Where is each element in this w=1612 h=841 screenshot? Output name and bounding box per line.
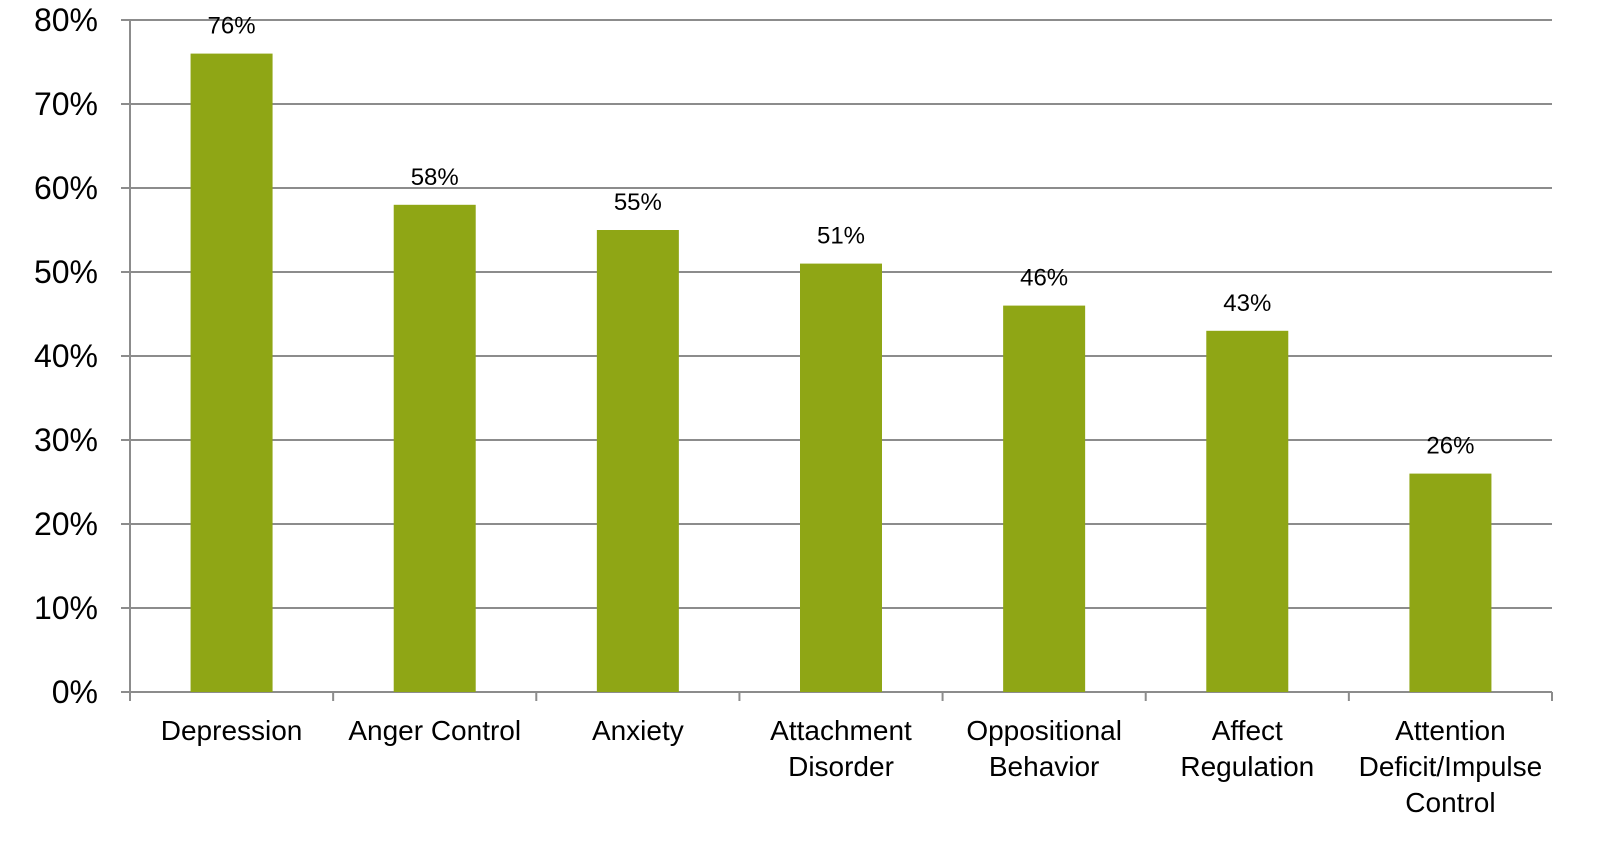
x-tick-label: Oppositional Behavior (966, 715, 1122, 782)
data-label: 58% (411, 164, 459, 191)
x-axis: Depression Anger Control Anxiety Attachment… (129, 691, 1553, 818)
bar (1003, 305, 1086, 692)
y-tick-label: 30% (34, 422, 98, 458)
x-tick-label: Depression (161, 715, 303, 746)
y-tick-label: 0% (52, 674, 98, 710)
x-tick-label: Anxiety (592, 715, 684, 746)
y-tick-label: 70% (34, 86, 98, 122)
y-tick-label: 50% (34, 254, 98, 290)
x-tick-label: Affect Regulation (1180, 715, 1314, 782)
data-label: 46% (1020, 265, 1068, 292)
data-label: 55% (614, 189, 662, 216)
y-axis: 0% 10% 20% 30% 40% 50% 60% 70% 80% (34, 2, 131, 710)
x-tick-label: Attention Deficit/Impulse Control (1359, 715, 1543, 818)
bar (596, 230, 679, 692)
y-tick-label: 20% (34, 506, 98, 542)
bar (190, 53, 273, 693)
x-tick-label: Anger Control (348, 715, 521, 746)
y-tick-label: 80% (34, 2, 98, 38)
x-tick-label: Attachment Disorder (770, 715, 912, 782)
bar (800, 263, 882, 692)
data-label: 51% (817, 223, 865, 250)
data-label: 43% (1223, 290, 1271, 317)
bar (1409, 473, 1492, 692)
y-tick-label: 40% (34, 338, 98, 374)
bars (190, 53, 1492, 693)
bar (393, 204, 476, 693)
bar (1206, 330, 1289, 692)
data-label: 76% (208, 13, 256, 40)
y-tick-label: 10% (34, 590, 98, 626)
data-labels: 76% 58% 55% 51% 46% 43% 26% (208, 13, 1475, 460)
data-label: 26% (1426, 433, 1474, 460)
y-tick-label: 60% (34, 170, 98, 206)
